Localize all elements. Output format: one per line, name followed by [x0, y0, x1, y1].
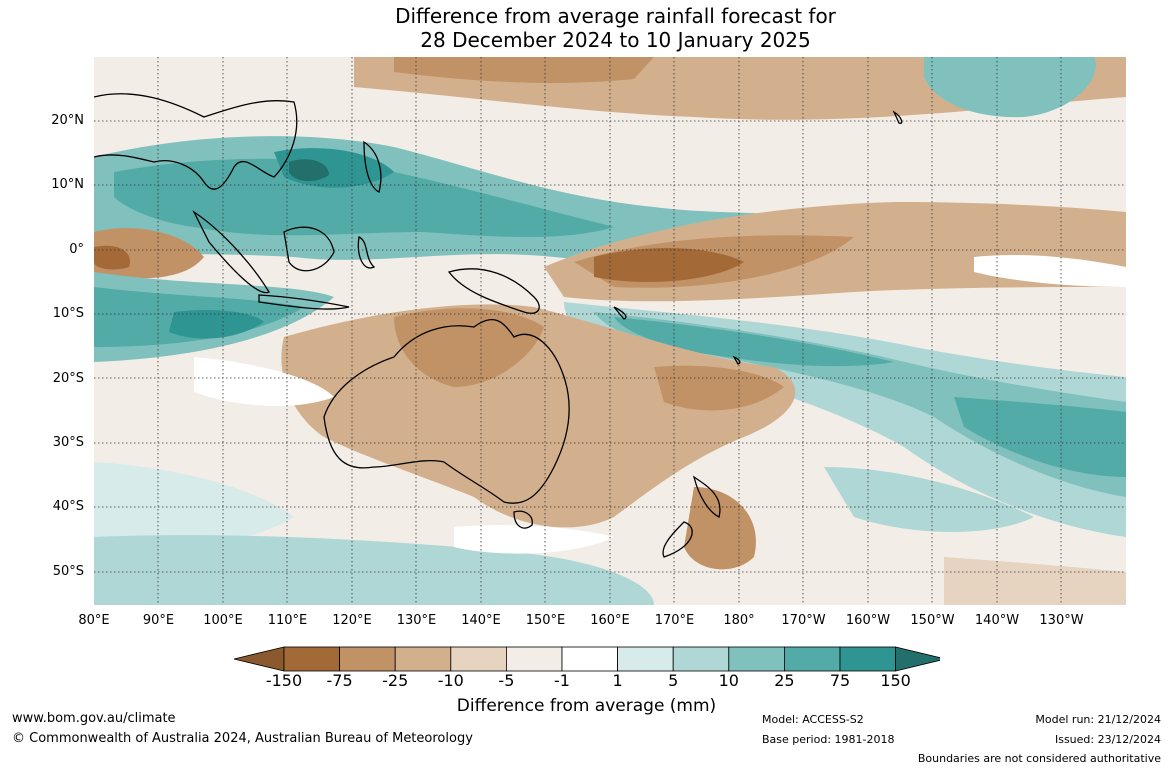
- model-run-date: Model run: 21/12/2024: [1035, 713, 1161, 726]
- boundaries-note: Boundaries are not considered authoritat…: [917, 752, 1161, 765]
- latitude-label: 20°N: [51, 113, 84, 128]
- philippines-coast: [363, 140, 382, 193]
- title-line-2: 28 December 2024 to 10 January 2025: [420, 28, 811, 52]
- new-guinea-coast: [447, 268, 540, 314]
- se-asia-coast: [94, 93, 298, 190]
- australia-coast: [323, 318, 570, 504]
- colorbar-segment: [339, 646, 396, 672]
- colorbar-segment: [672, 646, 730, 672]
- latitude-label: 10°S: [52, 306, 84, 322]
- anomaly-ne-wet: [924, 57, 1096, 118]
- colorbar-tick-label: -1: [554, 671, 570, 690]
- latitude-label: 10°N: [51, 177, 84, 193]
- colorbar-tick-label: 75: [829, 671, 851, 690]
- longitude-label: 150°W: [910, 613, 955, 628]
- longitude-label: 100°E: [203, 613, 243, 628]
- colorbar-tick-label: -5: [498, 671, 515, 690]
- colorbar-segment: [283, 646, 340, 672]
- latitude-label: 30°S: [52, 435, 84, 450]
- issued-date: Issued: 23/12/2024: [1054, 733, 1161, 746]
- anomaly-south-wet: [94, 462, 294, 554]
- colorbar-tick-label: -25: [382, 671, 409, 690]
- latitude-label: 40°S: [52, 499, 84, 515]
- colorbar-tick-label: 10: [718, 671, 739, 690]
- colorbar-extend-high: [895, 646, 940, 672]
- colorbar-segment: [394, 646, 452, 672]
- longitude-label: 160°W: [845, 613, 891, 628]
- map-title: Difference from average rainfall forecas…: [0, 4, 1173, 52]
- latitude-label: 0°: [69, 241, 84, 257]
- longitude-label: 80°E: [78, 613, 110, 628]
- website-link[interactable]: www.bom.gov.au/climate: [12, 711, 176, 726]
- longitude-label: 130°W: [1039, 613, 1084, 628]
- colorbar: [233, 646, 940, 672]
- longitude-label: 180°: [723, 613, 755, 628]
- colorbar-label: Difference from average (mm): [456, 696, 717, 716]
- model-name: Model: ACCESS-S2: [762, 713, 864, 726]
- graticule: [94, 57, 1126, 605]
- longitude-label: 140°E: [461, 613, 501, 628]
- longitude-label: 90°E: [142, 613, 175, 628]
- colorbar-tick-label: 5: [668, 671, 679, 690]
- borneo-coast: [283, 226, 335, 272]
- colorbar-segment: [728, 646, 785, 672]
- longitude-label: 130°E: [396, 613, 437, 628]
- longitude-label: 120°E: [332, 613, 372, 628]
- colorbar-tick-label: -10: [437, 671, 464, 690]
- colorbar-tick-label: -75: [326, 671, 353, 690]
- colorbar-tick-label: 1: [612, 671, 623, 690]
- colorbar-tick-label: 25: [774, 671, 795, 690]
- longitude-label: 150°E: [525, 613, 566, 628]
- longitude-label: 170°E: [654, 613, 695, 628]
- colorbar-tick-label: 150: [880, 671, 911, 690]
- colorbar-segment: [784, 646, 841, 672]
- longitude-label: 110°E: [267, 613, 308, 628]
- sumatra-coast: [192, 210, 270, 294]
- colorbar-extend-low: [233, 646, 285, 672]
- rainfall-anomaly-map: [94, 57, 1126, 605]
- coastlines: [94, 93, 903, 558]
- colorbar-segment: [561, 646, 618, 672]
- latitude-label: 20°S: [52, 370, 84, 386]
- longitude-label: 170°W: [781, 613, 826, 628]
- colorbar-segment: [450, 646, 507, 672]
- colorbar-tick-label: -150: [265, 671, 303, 690]
- new-zealand-coast: [662, 475, 721, 558]
- longitude-label: 140°W: [974, 613, 1020, 628]
- longitude-label: 160°E: [590, 613, 630, 628]
- latitude-label: 50°S: [52, 563, 84, 579]
- title-line-1: Difference from average rainfall forecas…: [395, 4, 836, 28]
- base-period: Base period: 1981-2018: [762, 733, 895, 746]
- copyright-notice: © Commonwealth of Australia 2024, Austra…: [12, 731, 473, 746]
- colorbar-segment: [839, 646, 896, 672]
- colorbar-segment: [505, 646, 563, 672]
- colorbar-segment: [617, 646, 674, 672]
